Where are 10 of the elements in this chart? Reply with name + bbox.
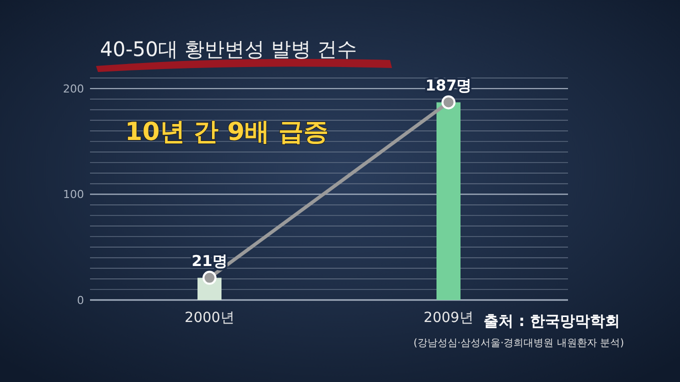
source-note: 출처 : 한국망막학회 — [484, 312, 620, 330]
data-label: 21명 — [192, 252, 228, 270]
chart-title: 40-50대 황반변성 발병 건수 — [100, 37, 358, 61]
annotation: 10년 간 9배 급증 — [125, 117, 328, 146]
text: (강남성심·삼성서울·경희대병원 내원환자 분석) — [413, 338, 624, 349]
x-tick-label: 2009년 — [424, 310, 474, 326]
x-tick-label: 2000년 — [184, 310, 234, 326]
y-tick-label: 0 — [77, 294, 84, 307]
y-tick-label: 200 — [63, 82, 84, 96]
y-tick-label: 100 — [63, 188, 84, 202]
